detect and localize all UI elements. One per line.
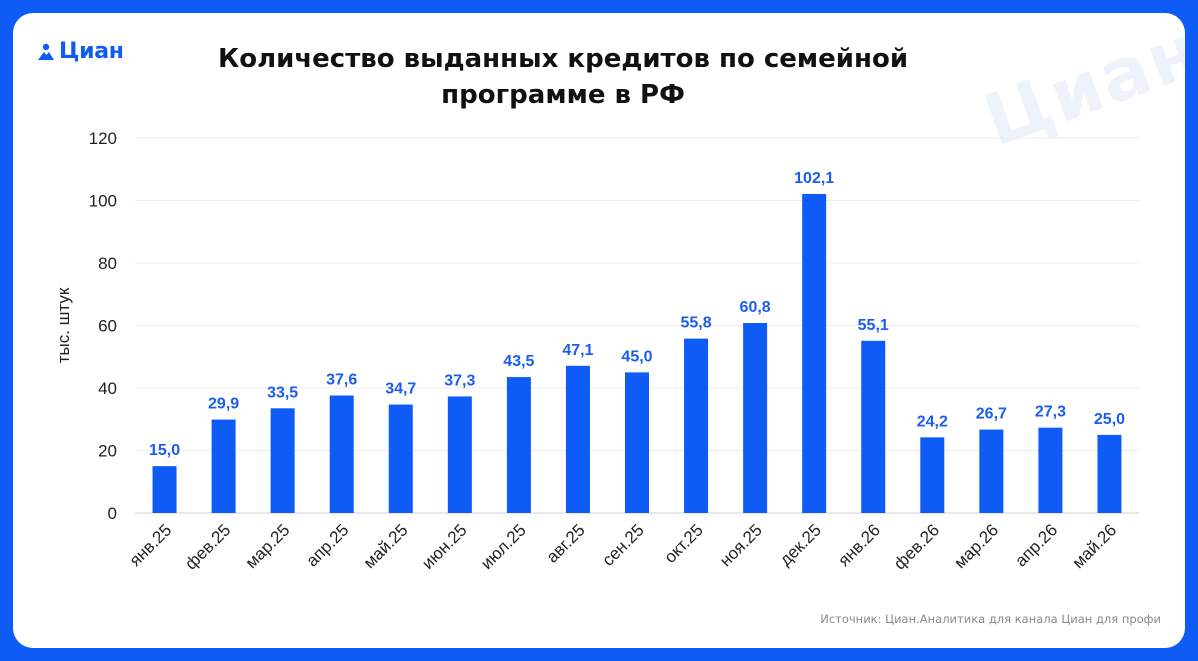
- bar: [565, 365, 590, 513]
- chart-title: Количество выданных кредитов по семейной…: [163, 41, 963, 113]
- bar: [625, 372, 649, 513]
- bar: [388, 404, 413, 513]
- bar: [270, 408, 295, 513]
- data-label: 102,1: [794, 170, 834, 187]
- bar: [329, 395, 354, 513]
- bar: [506, 377, 531, 513]
- x-tick-label: фев.25: [181, 520, 234, 573]
- y-tick-label: 0: [108, 504, 117, 523]
- data-label: 60,8: [740, 299, 771, 316]
- data-label: 25,0: [1094, 411, 1125, 428]
- data-label: 47,1: [562, 342, 593, 359]
- x-tick-label: фев.26: [890, 520, 943, 573]
- bar: [1097, 434, 1122, 513]
- y-tick-label: 100: [89, 192, 117, 211]
- bar: [152, 466, 177, 513]
- bar: [802, 193, 827, 513]
- logo-icon: [38, 43, 54, 60]
- data-label: 26,7: [976, 406, 1007, 423]
- data-label: 34,7: [385, 381, 416, 398]
- data-label: 45,0: [621, 348, 652, 365]
- bar: [979, 429, 1004, 513]
- bar-chart: 0 20 40 60 80 100 120 тыс. штук 15,0 янв.25 29,9 фе…: [54, 129, 1139, 574]
- x-tick-label: май.25: [360, 520, 412, 572]
- data-label: 55,1: [858, 317, 889, 334]
- brand-logo: Циан: [37, 39, 124, 64]
- y-tick-label: 60: [98, 317, 117, 336]
- chart-card: Циан Циан Количество выданных кредитов п…: [13, 13, 1185, 648]
- x-tick-label: июн.25: [418, 520, 471, 573]
- x-tick-label: мар.26: [950, 520, 1002, 572]
- x-tick-label: апр.25: [303, 520, 353, 570]
- source-note: Источник: Циан.Аналитика для канала Циан…: [820, 612, 1161, 626]
- y-tick-label: 40: [98, 379, 117, 398]
- x-tick-label: сен.25: [598, 520, 647, 569]
- x-tick-label: дек.25: [776, 520, 825, 569]
- y-tick-label: 20: [98, 442, 117, 461]
- x-tick-label: окт.25: [660, 520, 706, 566]
- x-tick-label: апр.26: [1011, 520, 1061, 570]
- bar: [1038, 427, 1063, 513]
- y-tick-label: 120: [89, 129, 117, 148]
- bar: [447, 396, 472, 513]
- data-label: 27,3: [1035, 404, 1066, 421]
- x-tick-label: мар.25: [242, 520, 294, 572]
- chart-title-line-2: программе в РФ: [441, 80, 685, 110]
- data-label: 29,9: [208, 396, 239, 413]
- bar: [743, 323, 768, 513]
- x-tick-label: ноя.25: [716, 520, 766, 570]
- x-tick-label: янв.25: [126, 520, 176, 570]
- data-label: 33,5: [267, 384, 298, 401]
- x-tick-label: май.26: [1068, 520, 1120, 572]
- data-label: 24,2: [917, 413, 948, 430]
- data-label: 55,8: [680, 315, 711, 332]
- x-tick-label: авг.25: [543, 520, 589, 566]
- data-label: 37,3: [444, 372, 475, 389]
- logo-text: Циан: [59, 39, 124, 64]
- bar: [861, 340, 886, 513]
- data-label: 43,5: [503, 353, 534, 370]
- chart-title-line-1: Количество выданных кредитов по семейной: [217, 44, 909, 74]
- bar: [920, 437, 945, 513]
- data-label: 37,6: [326, 372, 357, 389]
- bar: [211, 419, 236, 513]
- y-tick-label: 80: [98, 254, 117, 273]
- y-axis-label: тыс. штук: [54, 287, 73, 363]
- data-label: 15,0: [149, 442, 180, 459]
- x-tick-label: июл.25: [477, 520, 530, 573]
- bar: [684, 338, 709, 513]
- x-tick-label: янв.26: [834, 520, 884, 570]
